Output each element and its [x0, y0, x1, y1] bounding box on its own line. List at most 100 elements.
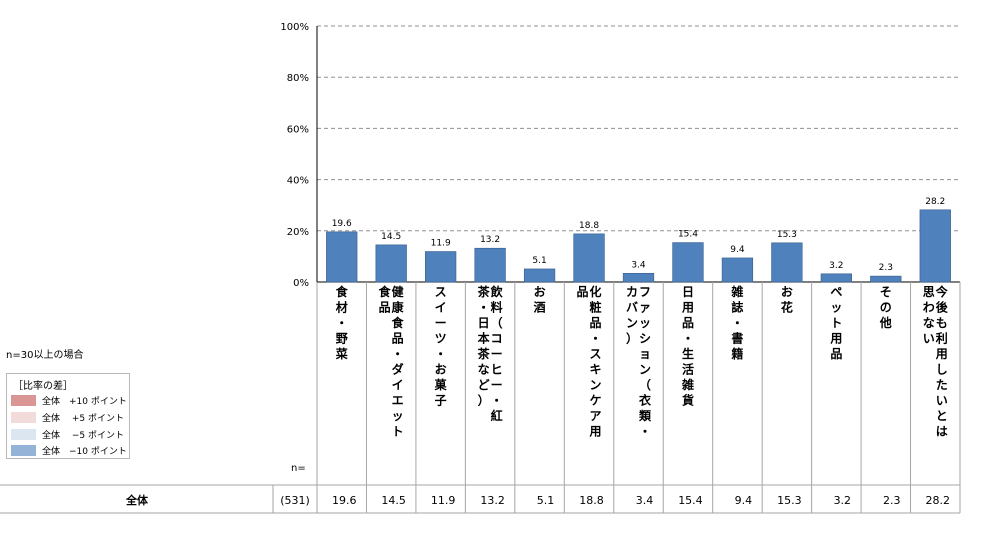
- value-labels: 19.6 14.5 11.9 13.2 5.1 18.8 3.4 15.4 9.4 15.3 3.2…: [332, 197, 946, 273]
- category-label-char: 材: [335, 300, 348, 315]
- category-label-char: ー: [435, 316, 447, 330]
- category-label-char: エ: [392, 394, 404, 408]
- table-cell: 18.8: [579, 494, 604, 507]
- category-label-char: わ: [923, 301, 935, 315]
- bars: [326, 209, 951, 283]
- category-label-char: い: [923, 332, 935, 346]
- category-label-char: 生: [682, 346, 694, 361]
- bar-value-label: 3.2: [829, 261, 843, 271]
- category-label-char: ト: [830, 316, 842, 330]
- category-label-char: も: [936, 316, 948, 330]
- category-label-char: 食: [335, 284, 349, 299]
- category-label-char: 雑: [681, 377, 694, 392]
- category-label-char: 食: [391, 315, 405, 330]
- legend-swatch: [11, 445, 36, 456]
- bar-value-label: 15.4: [678, 230, 698, 240]
- table-cell: 14.5: [381, 494, 406, 507]
- category-label-char: お: [435, 363, 447, 377]
- category-label-char: 雑: [730, 284, 743, 299]
- category-label-char: カ: [626, 285, 638, 299]
- category-label-char: 飲: [490, 284, 504, 299]
- category-label-char: （: [639, 377, 651, 392]
- bar: [375, 244, 407, 283]
- category-label-char: 類: [638, 408, 652, 423]
- category-label-char: ス: [590, 347, 602, 361]
- category-label-char: 康: [392, 300, 405, 315]
- category-label-char: ン: [639, 363, 651, 377]
- category-label-char: 酒: [534, 301, 546, 315]
- category-label-char: ッ: [392, 409, 404, 423]
- category-label-char: と: [936, 409, 948, 423]
- category-label-char: ト: [392, 425, 404, 439]
- category-label-char: お: [781, 285, 793, 299]
- table-cell: 13.2: [480, 494, 505, 507]
- category-label-char: 化: [590, 284, 602, 299]
- category-label-char: ダ: [392, 362, 404, 377]
- category-label-char: ど: [478, 378, 490, 392]
- table-cell: 2.3: [883, 494, 901, 507]
- bar: [721, 257, 754, 283]
- bar-value-label: 15.3: [777, 230, 797, 240]
- bar-value-label: 13.2: [480, 235, 500, 245]
- category-label-char: 後: [936, 300, 949, 315]
- category-label-char: イ: [392, 378, 404, 392]
- bar: [919, 209, 951, 283]
- category-label-char: 衣: [639, 393, 651, 408]
- category-label-char: 粧: [590, 300, 602, 315]
- legend-swatch: [11, 395, 36, 406]
- legend-item-plus5: 全体 +5 ポイント: [11, 411, 124, 424]
- category-label-char: キ: [590, 363, 602, 377]
- legend-label: 全体 +10 ポイント: [42, 397, 127, 407]
- legend-label: 全体 +5 ポイント: [42, 414, 124, 424]
- category-labels: 食材・野菜健康食品・ダイエット食品スイーツ・お菓子飲料（コーヒー・紅茶・日本茶な…: [335, 284, 949, 439]
- bar: [573, 233, 605, 283]
- bar: [523, 268, 556, 283]
- y-tick-label: 40%: [287, 176, 309, 187]
- legend-swatch: [11, 429, 36, 440]
- category-label-char: （: [491, 315, 503, 330]
- category-label-char: ・: [590, 332, 602, 346]
- table-cell: 3.4: [636, 494, 654, 507]
- category-label-char: ・: [682, 332, 694, 346]
- category-label-char: 活: [682, 362, 694, 377]
- bar-value-label: 28.2: [925, 197, 945, 207]
- category-label-char: 品: [577, 285, 589, 299]
- category-label-char: シ: [639, 332, 651, 346]
- bar: [474, 247, 506, 283]
- bar-value-label: 5.1: [532, 256, 546, 266]
- category-label-char: な: [478, 363, 490, 377]
- category-label-char: ン: [590, 378, 602, 392]
- category-label-char: 品: [590, 316, 602, 330]
- category-label-char: お: [534, 285, 546, 299]
- category-label-char: ヒ: [491, 363, 503, 377]
- category-label-char: な: [923, 316, 935, 330]
- legend: ［比率の差］ 全体 +10 ポイント 全体 +5 ポイント 全体 −5 ポイント…: [6, 373, 130, 459]
- category-label-char: ァ: [639, 301, 651, 315]
- table-row-label: 全体: [125, 493, 149, 507]
- category-label-char: の: [880, 301, 892, 315]
- category-label-char: 食: [378, 284, 392, 299]
- category-label-char: ・: [392, 347, 404, 361]
- category-label-char: 品: [682, 316, 694, 330]
- bar-value-label: 9.4: [730, 245, 745, 255]
- category-label-char: 日: [682, 285, 694, 299]
- table-cell: 3.2: [834, 494, 852, 507]
- category-label-char: 品: [830, 347, 842, 361]
- category-label-char: そ: [880, 285, 892, 299]
- category-label-char: ー: [491, 347, 503, 361]
- category-label-char: コ: [491, 332, 503, 346]
- category-label-char: 貨: [682, 393, 694, 408]
- category-label-char: ・: [639, 425, 651, 439]
- y-tick-label: 80%: [287, 73, 309, 84]
- category-label-char: 用: [589, 425, 602, 439]
- category-label-char: ペ: [830, 285, 842, 299]
- category-label-char: 紅: [491, 408, 503, 423]
- bar-value-label: 18.8: [579, 221, 599, 231]
- category-label-char: 用: [829, 332, 842, 346]
- category-label-char: フ: [639, 285, 651, 299]
- category-label-char: ア: [590, 409, 602, 423]
- category-label-char: ・: [336, 316, 348, 330]
- category-label-char: 菓: [434, 377, 448, 392]
- category-label-char: 書: [731, 331, 743, 346]
